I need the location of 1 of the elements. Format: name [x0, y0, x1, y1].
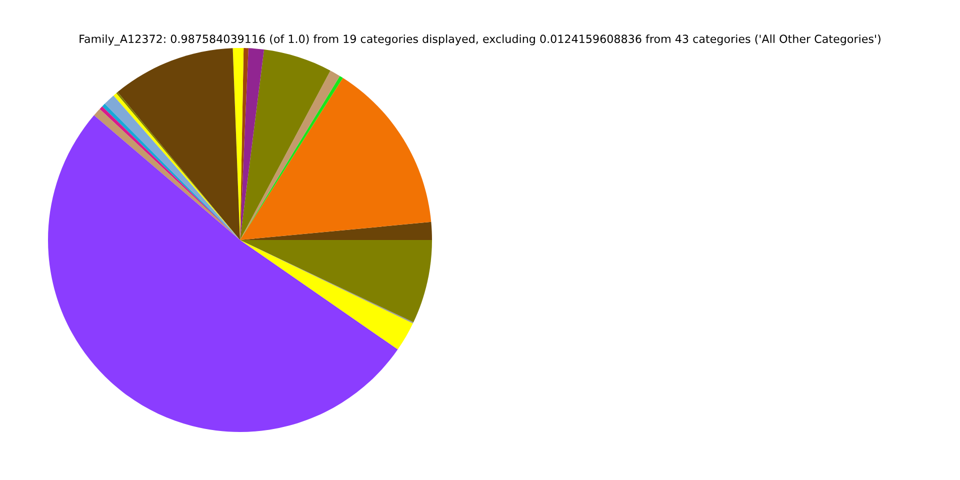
text: Family_A12372: 0.987584039116 (of 1.0) from 19 categories displayed, excluding 0.0124159608836 from 43 categories ('All Other Categories') — [80, 34, 880, 46]
